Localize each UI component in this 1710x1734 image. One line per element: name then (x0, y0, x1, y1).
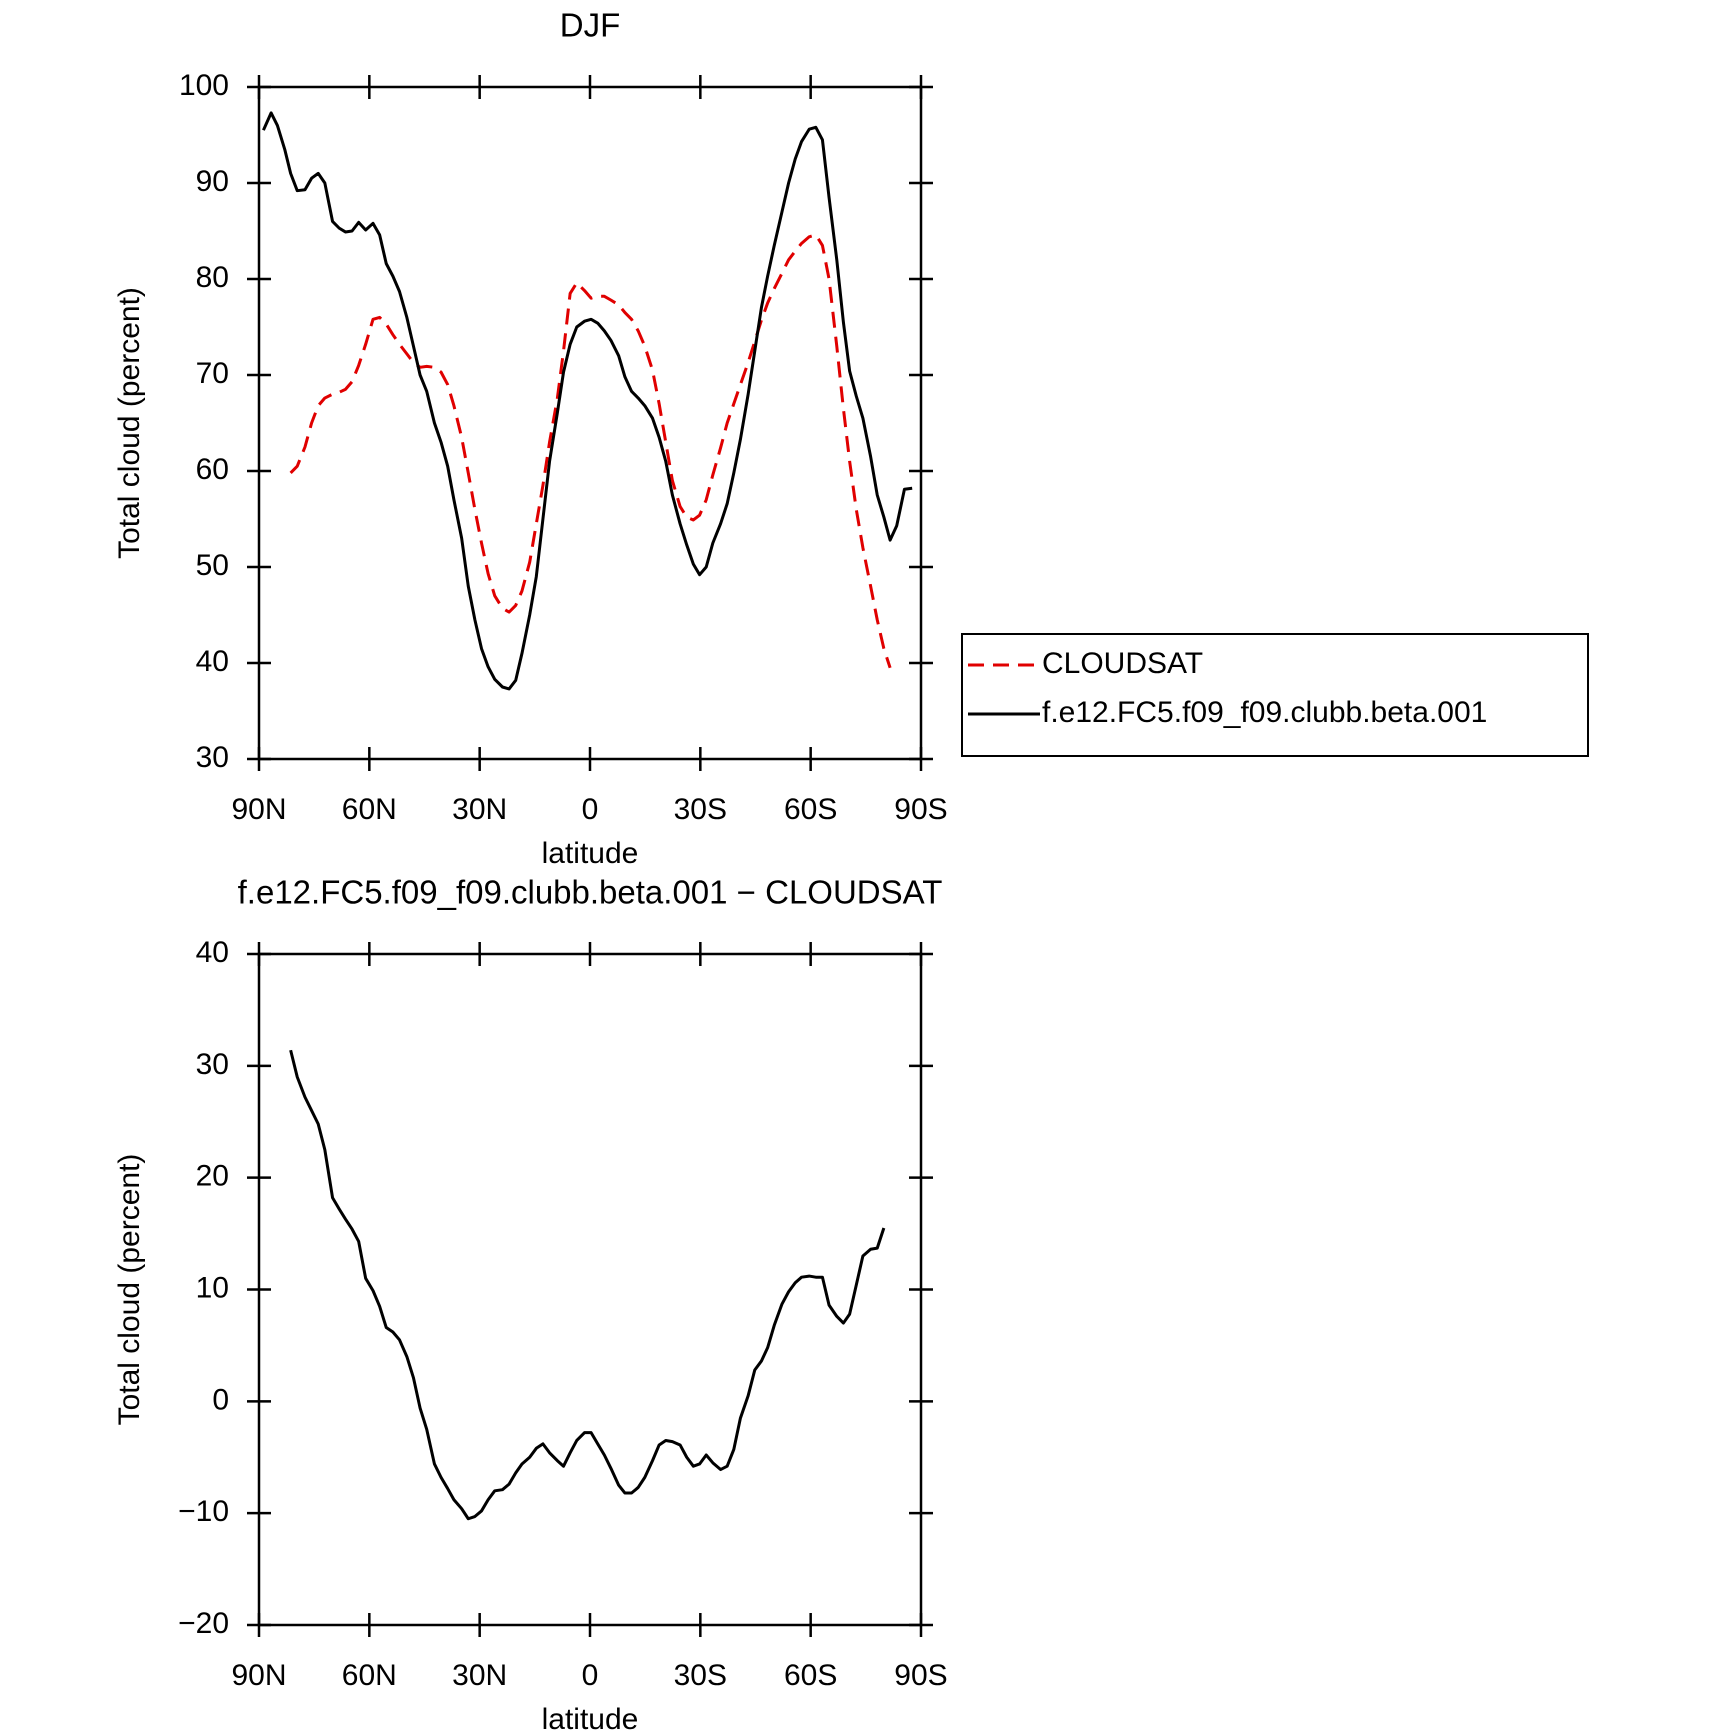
x-tick-label: 30S (674, 793, 727, 826)
x-axis-label: latitude (542, 837, 639, 870)
y-tick-label: 40 (196, 645, 229, 678)
y-tick-label: −10 (178, 1495, 229, 1528)
y-tick-label: 70 (196, 357, 229, 390)
chart-title: DJF (560, 7, 621, 44)
x-tick-label: 60S (784, 1659, 837, 1692)
x-tick-label: 60S (784, 793, 837, 826)
x-tick-label: 90S (894, 793, 947, 826)
x-tick-label: 60N (342, 793, 397, 826)
y-tick-label: −20 (178, 1607, 229, 1640)
x-tick-label: 30S (674, 1659, 727, 1692)
x-tick-label: 30N (452, 793, 507, 826)
chart-title: f.e12.FC5.f09_f09.clubb.beta.001 − CLOUD… (238, 874, 943, 911)
y-axis-label: Total cloud (percent) (113, 287, 146, 559)
legend-box (961, 633, 1589, 757)
data-line (262, 111, 913, 691)
y-tick-label: 80 (196, 261, 229, 294)
y-tick-label: 30 (196, 1048, 229, 1081)
legend-label: CLOUDSAT (1042, 647, 1203, 680)
data-line (289, 1049, 886, 1521)
y-tick-label: 20 (196, 1160, 229, 1193)
y-tick-label: 100 (179, 69, 229, 102)
x-tick-label: 90N (231, 793, 286, 826)
legend-label: f.e12.FC5.f09_f09.clubb.beta.001 (1042, 696, 1487, 729)
y-tick-label: 50 (196, 549, 229, 582)
plot-frame (257, 85, 923, 761)
y-tick-label: 40 (196, 936, 229, 969)
y-tick-label: 10 (196, 1271, 229, 1304)
y-axis-label: Total cloud (percent) (113, 1154, 146, 1426)
y-tick-label: 0 (212, 1383, 229, 1416)
x-tick-label: 0 (582, 1659, 599, 1692)
y-tick-label: 30 (196, 741, 229, 774)
plot-frame (257, 952, 923, 1627)
x-tick-label: 90N (231, 1659, 286, 1692)
x-tick-label: 30N (452, 1659, 507, 1692)
data-line (289, 233, 892, 669)
y-tick-label: 90 (196, 165, 229, 198)
x-tick-label: 0 (582, 793, 599, 826)
y-tick-label: 60 (196, 453, 229, 486)
x-tick-label: 90S (894, 1659, 947, 1692)
x-axis-label: latitude (542, 1703, 639, 1734)
x-tick-label: 60N (342, 1659, 397, 1692)
